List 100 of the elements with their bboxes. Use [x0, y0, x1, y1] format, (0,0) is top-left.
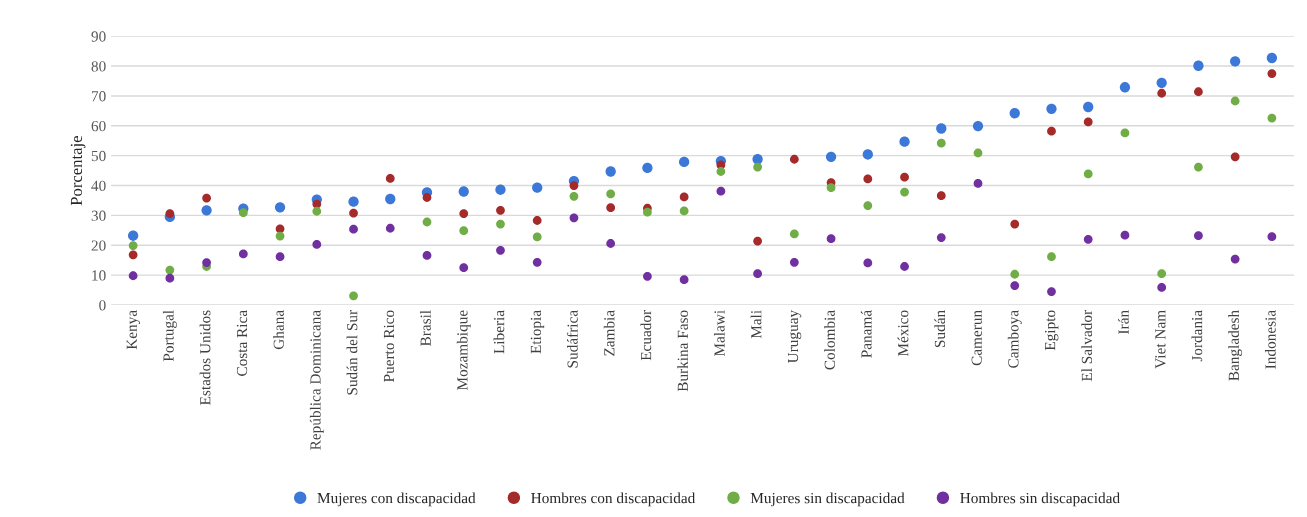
point	[275, 231, 285, 241]
point	[973, 148, 983, 158]
point	[458, 186, 469, 197]
point	[936, 138, 946, 148]
point	[1194, 87, 1203, 97]
point	[127, 230, 139, 241]
x-tick-label: Ecuador	[640, 310, 652, 361]
x-tick-label: Bangladesh	[1228, 310, 1243, 381]
point	[238, 249, 248, 259]
x-tick-label: Panamá	[860, 310, 872, 358]
point	[863, 174, 873, 184]
point	[165, 273, 175, 283]
x-tick-label: Ghana	[273, 310, 284, 350]
point	[422, 193, 432, 202]
point	[128, 271, 138, 281]
point	[1193, 60, 1204, 71]
x-tick-label: México	[897, 310, 909, 357]
point	[569, 181, 579, 190]
y-tick-label: 30	[91, 210, 106, 221]
point	[1010, 219, 1020, 229]
legend-label: Hombres con discapacidad	[531, 492, 696, 507]
point	[532, 182, 543, 193]
x-tick-label: Brasil	[420, 310, 431, 346]
point	[1230, 56, 1241, 67]
point	[1083, 101, 1094, 113]
y-tick-label: 10	[92, 270, 106, 281]
point	[1194, 162, 1203, 172]
point	[606, 239, 616, 248]
point	[348, 196, 359, 207]
point	[128, 241, 138, 250]
point	[753, 269, 763, 279]
x-tick-label: Camerun	[971, 310, 982, 366]
point	[569, 191, 579, 201]
y-tick-label: 40	[91, 180, 106, 191]
point	[532, 232, 542, 242]
point	[1047, 126, 1056, 136]
point	[532, 216, 542, 225]
x-tick-label: Etiopia	[530, 310, 545, 354]
y-tick-label: 70	[91, 91, 106, 102]
x-tick-label: Zambia	[603, 310, 615, 356]
legend-label: Mujeres sin discapacidad	[750, 492, 905, 507]
x-tick-label: Uruguay	[787, 309, 802, 364]
point	[973, 179, 983, 188]
point	[349, 291, 358, 301]
point	[862, 149, 873, 160]
point	[825, 151, 837, 163]
point	[422, 251, 432, 260]
point	[495, 184, 506, 195]
point	[312, 206, 322, 216]
point	[385, 173, 395, 183]
point	[679, 192, 689, 202]
x-tick-label: Puerto Rico	[383, 310, 395, 383]
x-tick-label: El Salvador	[1081, 310, 1093, 382]
point	[349, 208, 358, 218]
point	[643, 207, 652, 217]
point	[679, 206, 689, 216]
y-tick-label: 50	[91, 150, 106, 162]
point	[1047, 287, 1056, 296]
point	[605, 166, 616, 177]
point	[716, 167, 726, 176]
x-tick-label: Jordania	[1191, 310, 1203, 362]
point	[1230, 96, 1240, 106]
x-tick-label: República Dominicana	[309, 310, 324, 450]
point	[900, 262, 909, 271]
point	[936, 233, 946, 242]
x-tick-label: Sudán del Sur	[346, 310, 358, 395]
point	[496, 205, 505, 215]
point	[1010, 281, 1020, 291]
x-tick-label: Camboya	[1007, 310, 1022, 368]
point	[496, 219, 505, 229]
point	[165, 209, 175, 219]
x-tick-label: Estados Unidos	[199, 310, 211, 405]
x-tick-label: Kenya	[126, 310, 141, 350]
point	[385, 223, 395, 233]
point	[642, 162, 653, 174]
point	[1046, 103, 1057, 114]
x-tick-label: Portugal	[162, 310, 177, 362]
x-tick-label: Malawi	[713, 310, 725, 357]
x-tick-label: Egipto	[1045, 310, 1059, 351]
point	[753, 162, 763, 172]
point	[606, 189, 616, 199]
point	[1194, 231, 1203, 241]
point	[165, 265, 175, 275]
point	[274, 202, 286, 213]
point	[1267, 232, 1277, 242]
point	[459, 209, 469, 219]
y-tick-label: 90	[91, 31, 106, 42]
point	[1157, 88, 1167, 98]
point	[972, 120, 984, 132]
point	[936, 191, 946, 201]
point	[238, 208, 248, 218]
point	[826, 234, 836, 244]
x-tick-label: Liberia	[493, 310, 505, 354]
point	[900, 172, 909, 182]
x-tick-label: Viet Nam	[1155, 310, 1166, 369]
x-tick-label: Mozambique	[456, 310, 471, 391]
point	[1157, 283, 1167, 292]
point	[863, 258, 873, 268]
point	[606, 203, 616, 213]
point	[826, 183, 836, 193]
